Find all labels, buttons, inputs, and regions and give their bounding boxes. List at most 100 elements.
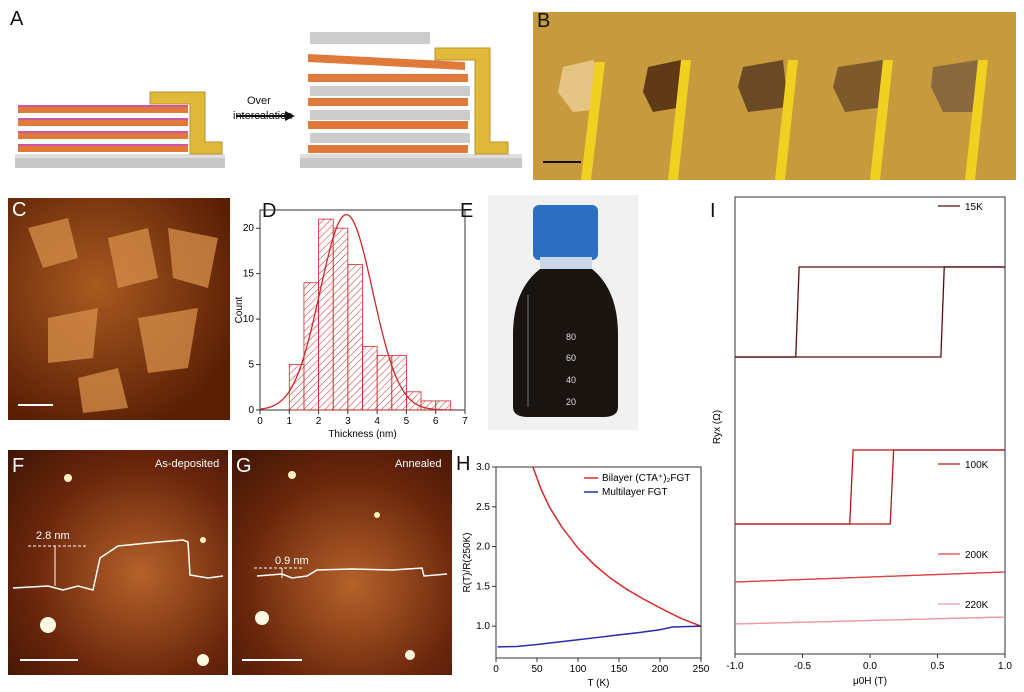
legend-label-220K: 220K <box>965 600 989 611</box>
y-tick-label-h: 3.0 <box>476 462 490 473</box>
bottle-mark-80: 80 <box>566 332 577 342</box>
y-axis-label-h: R(T)/R(250K) <box>462 532 473 592</box>
x-tick-label-h: 150 <box>611 664 628 675</box>
histogram-bar <box>376 355 393 411</box>
y-tick-label-d: 5 <box>248 360 254 371</box>
height-profile-g <box>256 567 448 579</box>
x-tick-label-d: 2 <box>316 416 322 427</box>
legend-label-0: Bilayer (CTA⁺)₂FGT <box>602 473 690 484</box>
hall-loop-200K-down <box>734 571 1006 583</box>
x-tick-label-h: 100 <box>570 664 587 675</box>
x-tick-label-d: 6 <box>433 416 439 427</box>
x-tick-label-d: 5 <box>404 416 410 427</box>
panel-a-letter: A <box>10 8 24 30</box>
panel-g-letter: G <box>236 455 252 477</box>
x-tick-label-h: 50 <box>531 664 543 675</box>
histogram-bar <box>332 227 349 411</box>
arrow-label-intercalation: intercalation <box>233 110 293 122</box>
x-axis-label-i: μ0H (T) <box>853 676 887 687</box>
histogram-bar <box>347 264 363 411</box>
bottle-cap <box>533 205 598 260</box>
panel-d-letter: D <box>262 200 277 222</box>
y-tick-label-h: 2.5 <box>476 502 490 513</box>
panel-i-hall-chart: 15K 100K 200K 220K -1.0 -0.5 0.0 0.5 1.0 μ0H (T) R… <box>712 196 1012 687</box>
bottle-mark-40: 40 <box>566 375 577 385</box>
flake-shapes <box>28 218 218 413</box>
bottle-mark-20: 20 <box>566 397 577 407</box>
histogram-bar <box>362 345 378 411</box>
y-tick-label-d: 0 <box>248 405 254 416</box>
x-tick-label-d: 4 <box>374 416 380 427</box>
x-tick-label-d: 3 <box>345 416 351 427</box>
panel-i-letter: I <box>710 200 716 222</box>
series-line-1 <box>497 625 702 648</box>
histogram-bar <box>406 391 422 411</box>
x-tick-label-i: -0.5 <box>794 661 812 672</box>
panel-d-histogram: 0 1 2 3 4 5 6 7 0 5 10 15 20 Thickness (nm) Count <box>234 209 468 440</box>
x-tick-label-i: 0.0 <box>863 661 877 672</box>
y-tick-label-h: 2.0 <box>476 542 490 553</box>
legend-label-200K: 200K <box>965 550 989 561</box>
y-tick-label-d: 20 <box>243 223 255 234</box>
panel-c-afm-image <box>8 198 230 420</box>
y-tick-label-h: 1.0 <box>476 621 490 632</box>
legend-label-15K: 15K <box>965 202 983 213</box>
panel-g-height-label: 0.9 nm <box>275 555 309 567</box>
panel-e-letter: E <box>460 200 474 222</box>
panel-h-line-chart: Bilayer (CTA⁺)₂FGT Multilayer FGT 0 50 100 15… <box>462 462 710 689</box>
panel-e-photo <box>488 195 638 430</box>
x-axis-label-d: Thickness (nm) <box>328 429 396 440</box>
electrode-left <box>149 91 223 155</box>
arrow-label-over: Over <box>247 95 271 107</box>
fgt-layers-right <box>308 54 468 153</box>
y-axis-label-i: Ryx (Ω) <box>712 410 723 444</box>
hall-loop-15K-up <box>735 266 1005 358</box>
panel-b-letter: B <box>537 10 551 32</box>
x-tick-label-i: -1.0 <box>726 661 744 672</box>
x-tick-label-i: 1.0 <box>998 661 1012 672</box>
panel-b-image <box>533 12 1016 180</box>
legend-label-1: Multilayer FGT <box>602 487 668 498</box>
panel-f-height-label: 2.8 nm <box>36 530 70 542</box>
panel-h-letter: H <box>456 453 471 475</box>
y-tick-label-h: 1.5 <box>476 581 490 592</box>
histogram-bar <box>318 218 334 411</box>
hall-loop-220K-down <box>734 616 1006 625</box>
x-tick-label-d: 0 <box>257 416 263 427</box>
x-tick-label-d: 7 <box>462 416 468 427</box>
panel-a-expanded-schematic <box>300 32 522 168</box>
x-tick-label-h: 200 <box>652 664 669 675</box>
x-tick-label-h: 250 <box>693 664 710 675</box>
bottle-mark-60: 60 <box>566 353 577 363</box>
histogram-bar <box>303 282 319 411</box>
y-axis-label-d: Count <box>234 296 245 323</box>
panel-f-label: As-deposited <box>155 458 220 470</box>
plot-frame-h <box>495 466 702 659</box>
x-tick-label-h: 0 <box>493 664 499 675</box>
height-profile-f <box>12 539 224 591</box>
histogram-bar <box>435 400 451 411</box>
y-tick-label-d: 10 <box>243 314 255 325</box>
gaussian-fit-curve <box>259 213 454 411</box>
panel-f-letter: F <box>12 455 25 477</box>
panel-g-label: Annealed <box>395 458 442 470</box>
legend-label-100K: 100K <box>965 460 989 471</box>
x-tick-label-i: 0.5 <box>931 661 945 672</box>
layers-left <box>18 105 188 152</box>
plot-frame-i <box>734 196 1006 655</box>
panel-f-afm-image <box>8 450 228 675</box>
panel-c-letter: C <box>12 199 27 221</box>
panel-g-afm-image <box>232 450 452 675</box>
x-axis-label-h: T (K) <box>587 678 609 689</box>
hall-loop-100K-down <box>735 449 1005 525</box>
x-tick-label-d: 1 <box>287 416 293 427</box>
flake-sequence <box>558 60 981 112</box>
y-tick-label-d: 15 <box>243 269 255 280</box>
molecule-layers <box>310 32 470 143</box>
bottle-body <box>513 269 618 417</box>
panel-a-schematic <box>15 91 330 168</box>
hall-loop-15K-down <box>735 266 1005 358</box>
electrode-legs <box>581 60 988 180</box>
series-line-0 <box>532 466 702 627</box>
substrate-left <box>15 158 225 168</box>
